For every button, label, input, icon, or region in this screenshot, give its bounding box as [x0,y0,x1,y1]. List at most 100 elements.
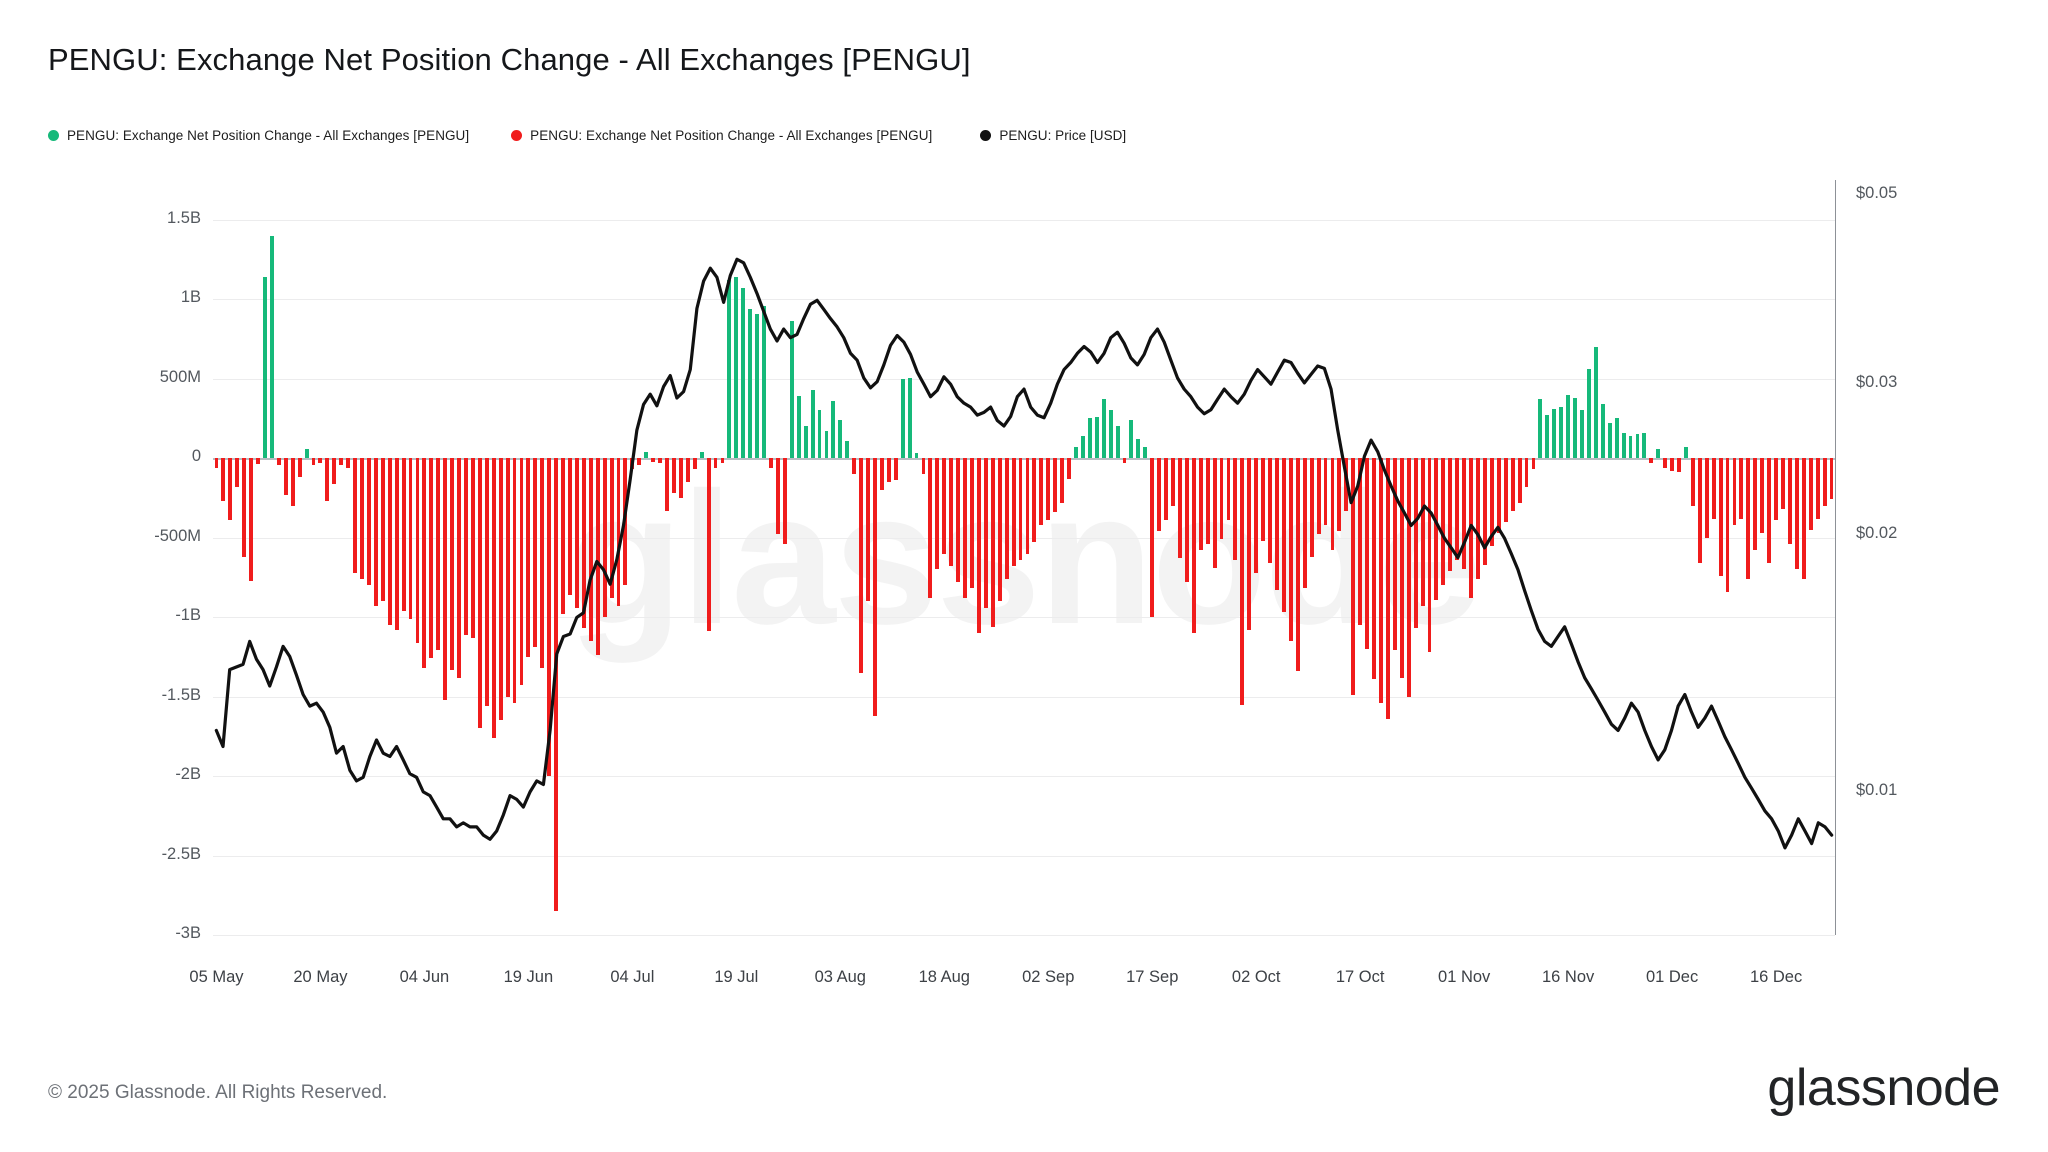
bar-negative[interactable] [1476,458,1480,579]
bar-negative[interactable] [477,458,482,729]
bar-negative[interactable] [1351,458,1356,695]
bar-negative[interactable] [297,458,302,478]
bar-negative[interactable] [1774,458,1778,521]
bar-negative[interactable] [415,458,420,643]
bar-negative[interactable] [1302,458,1307,589]
bar-positive[interactable] [845,440,850,459]
bar-negative[interactable] [782,458,787,544]
bar-negative[interactable] [325,458,330,502]
bar-negative[interactable] [353,458,358,573]
bar-negative[interactable] [540,458,545,668]
bar-negative[interactable] [678,458,683,498]
bar-negative[interactable] [1372,458,1376,680]
bar-negative[interactable] [977,458,981,633]
bar-negative[interactable] [1323,458,1328,525]
bar-positive[interactable] [1559,407,1564,459]
bar-negative[interactable] [1413,458,1418,629]
bar-negative[interactable] [1157,458,1162,532]
bar-negative[interactable] [1261,458,1266,541]
bar-negative[interactable] [387,458,392,626]
bar-negative[interactable] [873,458,877,716]
bar-negative[interactable] [1053,458,1058,513]
bar-negative[interactable] [505,458,510,697]
bar-negative[interactable] [429,458,434,659]
bar-negative[interactable] [228,458,233,521]
bar-negative[interactable] [519,458,524,686]
bar-negative[interactable] [866,458,870,602]
bar-negative[interactable] [574,458,579,608]
bar-negative[interactable] [221,458,226,502]
bar-negative[interactable] [1025,458,1030,554]
bar-positive[interactable] [796,396,801,459]
bar-negative[interactable] [1690,458,1695,506]
bar-negative[interactable] [588,458,593,641]
bar-negative[interactable] [1184,458,1189,583]
bar-negative[interactable] [963,458,967,599]
bar-negative[interactable] [443,458,448,700]
bar-negative[interactable] [1483,458,1487,565]
bar-negative[interactable] [1122,458,1127,463]
bar-positive[interactable] [1580,410,1584,459]
bar-negative[interactable] [602,458,607,618]
bar-positive[interactable] [900,378,905,459]
bar-negative[interactable] [949,458,954,567]
bar-positive[interactable] [741,288,746,459]
bar-negative[interactable] [983,458,988,608]
bar-positive[interactable] [1552,408,1557,459]
legend-inflow[interactable]: PENGU: Exchange Net Position Change - Al… [48,128,469,143]
bar-negative[interactable] [1219,458,1224,540]
bar-negative[interactable] [1781,458,1785,510]
bar-negative[interactable] [568,458,572,595]
bar-positive[interactable] [1600,404,1605,459]
bar-positive[interactable] [907,377,912,459]
bar-negative[interactable] [249,458,254,581]
bar-negative[interactable] [956,458,961,583]
bar-negative[interactable] [311,458,316,465]
bar-positive[interactable] [1684,447,1688,459]
bar-negative[interactable] [1510,458,1515,511]
bar-negative[interactable] [1254,458,1259,573]
bar-negative[interactable] [1697,458,1702,564]
bar-positive[interactable] [1115,426,1120,459]
bar-negative[interactable] [1829,458,1834,500]
bar-positive[interactable] [1545,415,1550,459]
bar-negative[interactable] [1385,458,1390,719]
bar-negative[interactable] [1794,458,1799,570]
bar-negative[interactable] [893,458,898,481]
bar-negative[interactable] [533,458,538,648]
bar-positive[interactable] [824,431,829,459]
bar-negative[interactable] [1358,458,1363,626]
bar-positive[interactable] [1087,418,1092,459]
bar-negative[interactable] [1801,458,1806,579]
bar-positive[interactable] [1101,399,1106,459]
bar-negative[interactable] [581,458,586,629]
bar-negative[interactable] [1489,458,1494,546]
bar-negative[interactable] [1788,458,1792,544]
bar-positive[interactable] [748,308,753,459]
bar-negative[interactable] [242,458,247,557]
bar-negative[interactable] [1767,458,1772,564]
bar-negative[interactable] [1337,458,1342,532]
bar-negative[interactable] [970,458,974,589]
bar-negative[interactable] [1524,458,1529,487]
bar-negative[interactable] [1032,458,1037,543]
bar-positive[interactable] [1573,397,1577,459]
bar-negative[interactable] [1455,458,1460,560]
bar-negative[interactable] [339,458,344,465]
bar-positive[interactable] [1628,435,1633,459]
bar-negative[interactable] [470,458,475,638]
bar-positive[interactable] [914,453,919,459]
bar-negative[interactable] [1060,458,1065,503]
bar-negative[interactable] [1531,458,1536,470]
bar-negative[interactable] [1448,458,1453,571]
bar-negative[interactable] [706,458,711,632]
bar-negative[interactable] [408,458,413,619]
bar-positive[interactable] [1538,399,1543,459]
bar-negative[interactable] [367,458,371,586]
bar-negative[interactable] [658,458,663,463]
bar-negative[interactable] [879,458,884,490]
bar-positive[interactable] [1566,394,1571,459]
bar-negative[interactable] [1441,458,1446,586]
bar-negative[interactable] [720,458,725,463]
bar-negative[interactable] [1150,458,1155,618]
